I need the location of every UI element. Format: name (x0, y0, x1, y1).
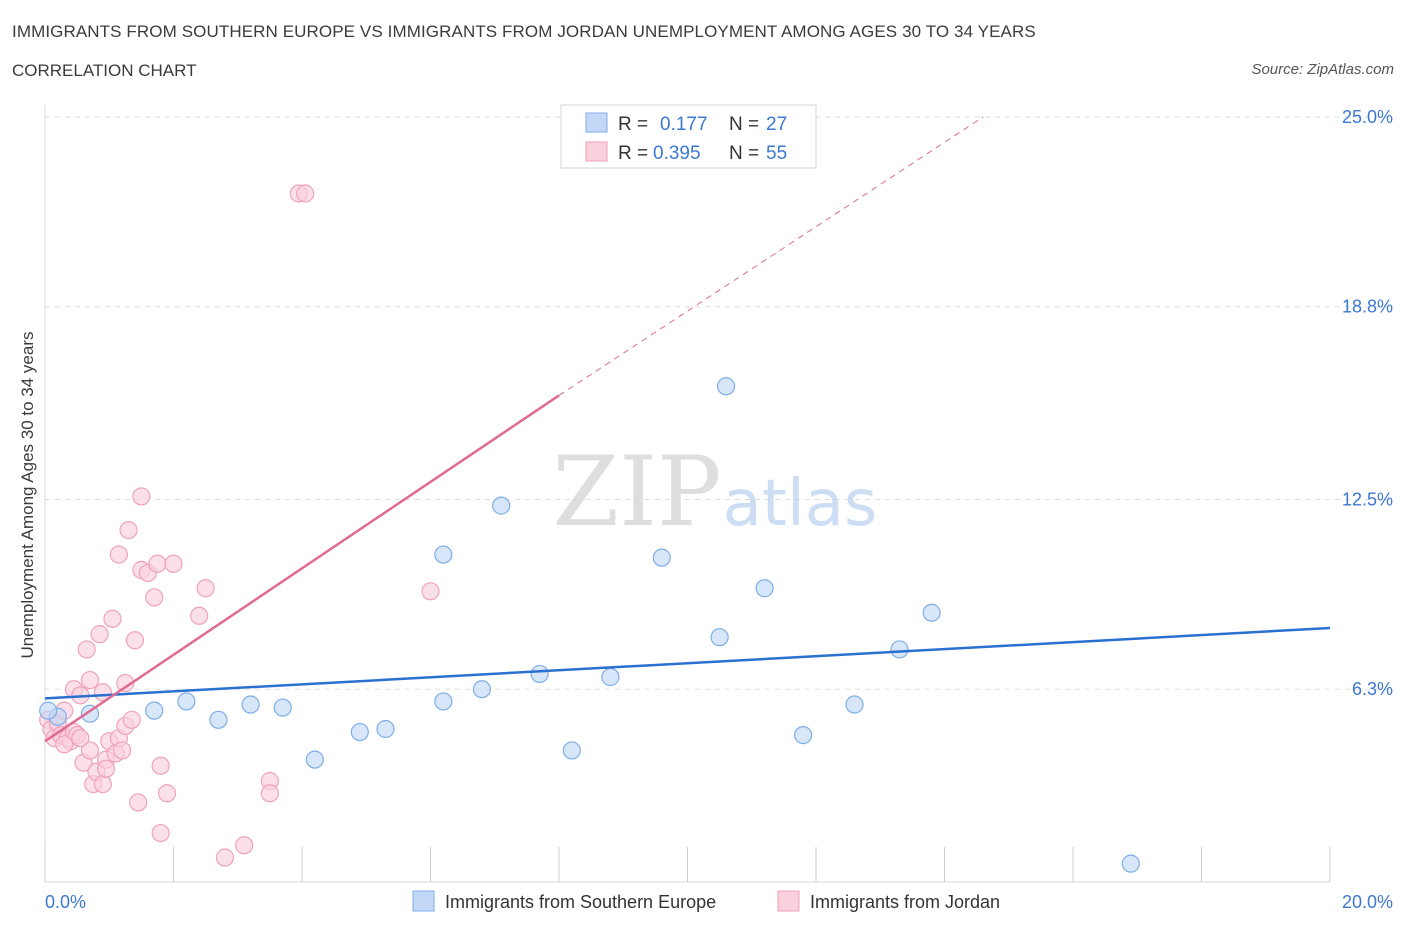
data-point (93, 774, 112, 794)
data-point (530, 664, 549, 684)
x-tick-label-max: 20.0% (1342, 892, 1393, 912)
series-southern-europe-points (39, 377, 1140, 873)
data-point (492, 496, 511, 515)
y-tick-label: 18.8% (1342, 297, 1393, 317)
data-point (96, 759, 116, 778)
series-legend: Immigrants from Southern Europe Immigran… (412, 890, 1000, 912)
data-point (434, 545, 453, 564)
data-point (90, 625, 109, 644)
data-point (215, 848, 234, 867)
data-point (129, 793, 148, 812)
data-point (260, 784, 279, 803)
y-tick-label: 6.3% (1352, 679, 1393, 699)
data-point (196, 579, 215, 598)
data-point (472, 680, 491, 699)
trend-line-jordan-extension (558, 116, 984, 396)
data-point (755, 579, 774, 598)
data-point (601, 667, 620, 687)
data-point (119, 520, 138, 540)
data-point (145, 701, 164, 720)
legend-swatch-southern-europe (412, 890, 435, 912)
data-point (109, 545, 128, 564)
data-point (151, 823, 170, 843)
data-point (132, 487, 151, 506)
data-point (794, 726, 813, 745)
data-point (39, 701, 58, 720)
legend-n-label: N = (729, 114, 759, 135)
data-point (55, 735, 74, 754)
y-tick-labels: 6.3% 12.5% 18.8% 25.0% (1342, 107, 1393, 699)
data-point (77, 640, 96, 659)
data-point (103, 609, 122, 628)
data-point (922, 603, 941, 622)
watermark-atlas: atlas (723, 467, 878, 541)
data-point (845, 695, 864, 714)
data-point (434, 692, 453, 711)
data-point (235, 836, 254, 855)
legend-n-label: N = (729, 143, 759, 164)
trend-line-southern-europe (44, 626, 1331, 700)
chart-title: IMMIGRANTS FROM SOUTHERN EUROPE VS IMMIG… (12, 22, 1036, 41)
x-tick-marks (44, 847, 1331, 882)
data-point (157, 784, 177, 803)
legend-n-value: 55 (766, 143, 787, 164)
data-point (716, 377, 736, 396)
data-point (80, 670, 100, 690)
data-point (164, 554, 183, 573)
data-point (890, 640, 909, 659)
legend-n-value: 27 (766, 114, 787, 135)
data-point (151, 756, 170, 775)
chart-subtitle: CORRELATION CHART (12, 61, 197, 80)
trend-line-jordan (44, 394, 560, 743)
data-point (148, 554, 167, 573)
legend-r-label: R = (618, 114, 648, 135)
data-point (116, 673, 135, 693)
data-point (112, 741, 132, 760)
legend-label-southern-europe: Immigrants from Southern Europe (445, 892, 716, 912)
y-tick-label: 12.5% (1342, 490, 1393, 510)
data-point (71, 729, 90, 748)
data-point (273, 698, 292, 717)
y-axis-label: Unemployment Among Ages 30 to 34 years (18, 332, 37, 659)
data-point (710, 628, 729, 647)
data-point (350, 722, 369, 742)
data-point (125, 631, 145, 650)
y-tick-label: 25.0% (1342, 107, 1393, 127)
grid (45, 116, 1393, 690)
legend-r-label: R = (618, 143, 648, 164)
watermark-zip: ZIP (552, 436, 721, 548)
data-point (122, 710, 141, 729)
data-point (241, 695, 260, 714)
data-point (80, 741, 100, 760)
x-tick-label-min: 0.0% (45, 892, 86, 912)
legend-r-value: 0.395 (653, 143, 701, 164)
data-point (305, 750, 324, 769)
data-point (376, 719, 395, 739)
data-point (562, 741, 581, 760)
data-point (421, 582, 440, 601)
watermark: ZIP atlas (552, 436, 877, 548)
data-point (190, 606, 209, 625)
legend-swatch-pink (585, 141, 608, 162)
data-point (652, 548, 671, 567)
correlation-legend: R = 0.177 N = 27 R = 0.395 N = 55 (560, 104, 817, 169)
trend-lines (44, 116, 1331, 743)
legend-swatch-jordan (777, 890, 800, 912)
data-point (177, 692, 196, 711)
legend-r-value: 0.177 (660, 114, 708, 135)
legend-label-jordan: Immigrants from Jordan (810, 892, 1000, 912)
legend-swatch-blue (585, 112, 608, 133)
data-point (145, 588, 164, 607)
source-label: Source: ZipAtlas.com (1251, 61, 1394, 78)
series-jordan-points (39, 184, 440, 867)
data-point (1121, 854, 1140, 873)
data-point (296, 184, 315, 203)
data-point (209, 710, 228, 729)
